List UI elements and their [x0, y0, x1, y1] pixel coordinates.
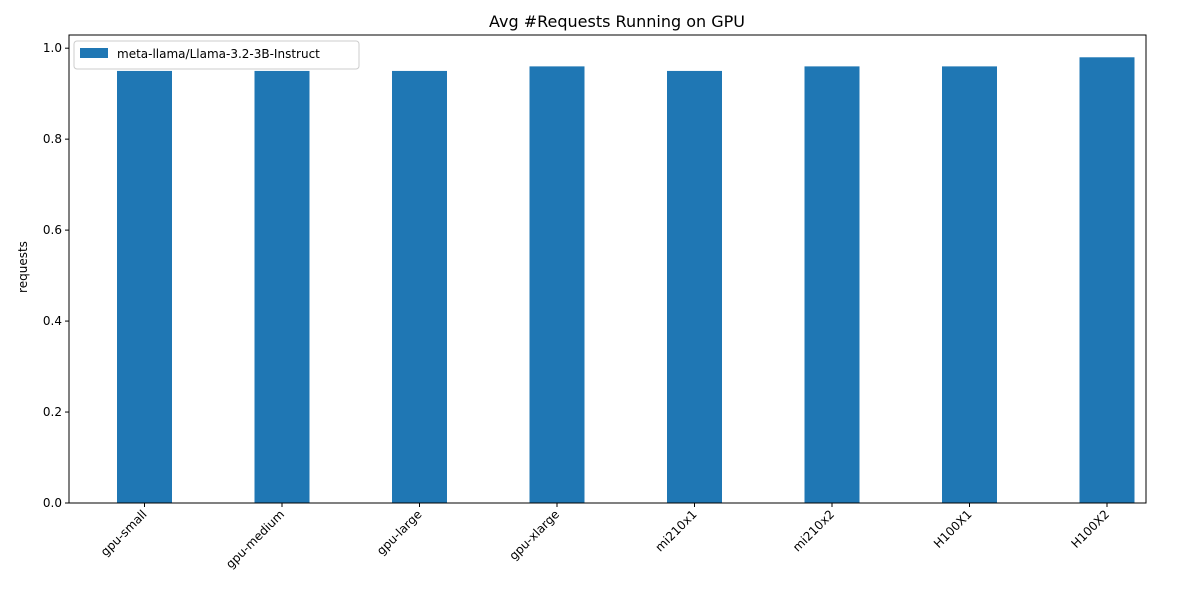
bar-H100X1	[942, 66, 997, 503]
x-tick-label: H100X1	[931, 507, 975, 551]
x-tick-label: mi210x1	[652, 507, 699, 554]
legend-label: meta-llama/Llama-3.2-3B-Instruct	[117, 47, 320, 61]
y-axis-label: requests	[16, 241, 30, 293]
x-tick-label: gpu-medium	[223, 507, 287, 571]
x-tick-label: mi210x2	[790, 507, 837, 554]
plot-frame	[68, 34, 1147, 504]
x-axis-ticks: gpu-small gpu-medium gpu-large gpu-xlarge mi…	[98, 503, 1112, 571]
legend-box	[73, 40, 360, 70]
bar-gpu-xlarge	[529, 66, 585, 503]
bar-gpu-large	[392, 70, 447, 504]
bar-mi210x2	[804, 66, 860, 503]
chart-title: Avg #Requests Running on GPU	[489, 12, 745, 31]
y-tick-label: 0.6	[43, 223, 62, 237]
x-tick-label: gpu-large	[374, 507, 425, 558]
y-axis-ticks: 0.0 0.2 0.4 0.6 0.8 1.0	[43, 41, 69, 510]
bar-gpu-medium	[254, 70, 310, 504]
legend: meta-llama/Llama-3.2-3B-Instruct	[73, 40, 360, 70]
bar-H100X2	[1079, 57, 1135, 504]
y-tick-label: 0.2	[43, 405, 62, 419]
bar-mi210x1	[667, 70, 722, 504]
y-tick-label: 1.0	[43, 41, 62, 55]
bar-gpu-small	[117, 70, 172, 504]
legend-swatch	[80, 48, 108, 58]
x-tick-label: H100X2	[1068, 507, 1112, 551]
y-tick-label: 0.8	[43, 132, 62, 146]
x-tick-label: gpu-small	[98, 507, 150, 559]
x-tick-label: gpu-xlarge	[506, 507, 562, 563]
y-tick-label: 0.4	[43, 314, 62, 328]
y-tick-label: 0.0	[43, 496, 62, 510]
bars-group	[117, 57, 1135, 504]
